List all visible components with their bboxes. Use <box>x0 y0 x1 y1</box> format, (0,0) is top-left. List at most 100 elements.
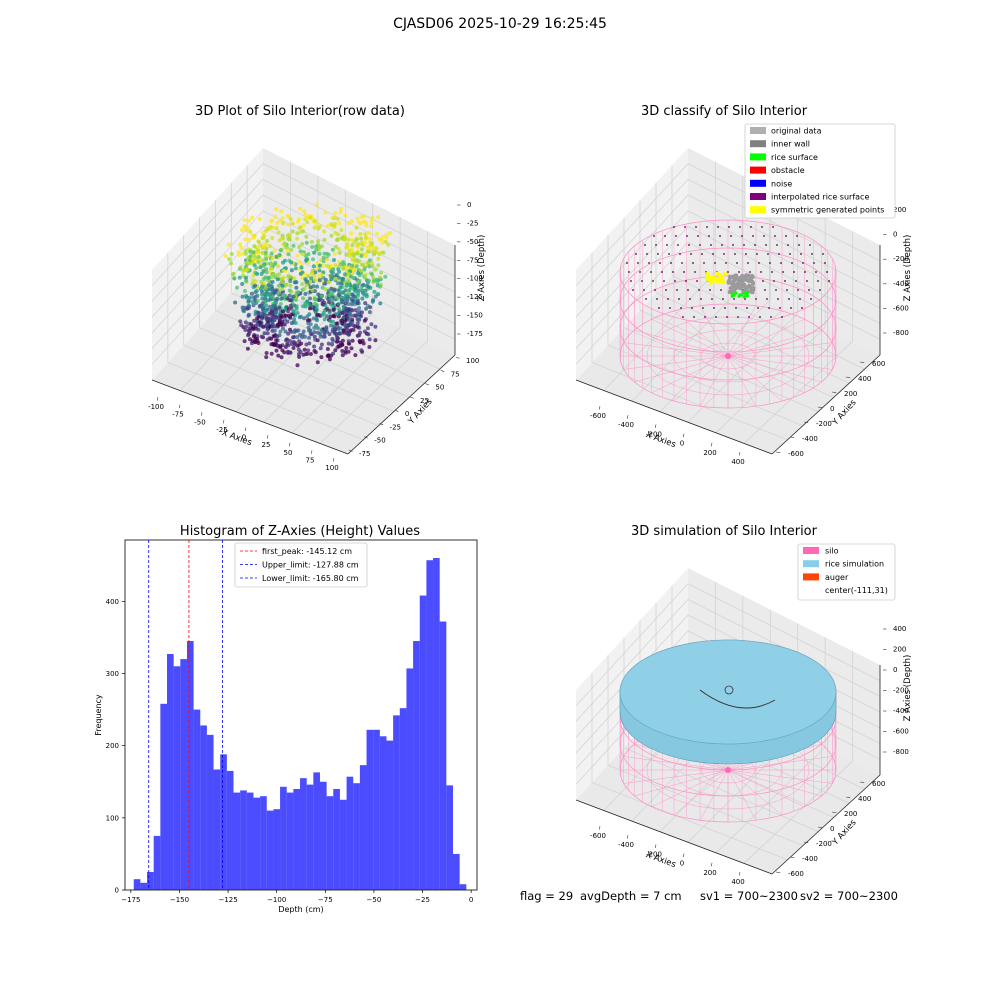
tr-legend-swatch <box>750 166 766 174</box>
tl-point <box>352 253 356 257</box>
tl-y-tick-label: 100 <box>466 357 479 365</box>
tr-interp-point <box>796 235 798 237</box>
tr-interp-point <box>639 271 641 273</box>
tr-inner-wall-point <box>750 273 754 278</box>
tr-x-tick-label: 0 <box>680 440 684 448</box>
tl-point <box>336 281 341 286</box>
tl-point <box>235 285 239 290</box>
tl-point <box>289 260 294 265</box>
tl-z-tick-label: -150 <box>467 312 483 320</box>
tl-point <box>339 300 344 305</box>
tl-floor-grid <box>207 285 319 402</box>
tl-point <box>264 257 269 261</box>
tr-interp-point <box>720 289 722 291</box>
tr-inner-wall-point <box>738 277 743 282</box>
tl-point <box>322 330 327 334</box>
tl-point <box>378 284 382 289</box>
tl-point <box>332 258 336 262</box>
tl-point <box>296 352 301 356</box>
tl-point <box>341 328 346 333</box>
tl-point <box>311 257 315 262</box>
tr-x-tick <box>739 451 741 456</box>
tr-interp-point <box>817 280 819 282</box>
tr-interp-point <box>761 226 763 228</box>
tl-point <box>300 275 305 280</box>
tl-point <box>363 232 368 237</box>
tl-point <box>246 299 251 304</box>
tl-point <box>321 256 326 260</box>
tl-point <box>333 211 338 215</box>
tl-y-tick <box>364 436 368 439</box>
tr-silo-floor-ring <box>700 342 756 370</box>
tr-y-tick-label: 600 <box>872 360 885 368</box>
tr-rice-point <box>740 293 744 297</box>
tl-point <box>354 237 359 242</box>
br-legend-frame <box>797 543 896 601</box>
tl-point <box>305 279 310 284</box>
tr-inner-wall-point <box>738 286 743 291</box>
tr-y-tick <box>831 391 837 393</box>
tr-rice-point <box>737 294 741 298</box>
tr-interp-point <box>658 307 660 309</box>
tl-point <box>257 304 262 309</box>
tr-interp-point <box>780 262 782 264</box>
tl-point <box>378 237 383 242</box>
tr-interp-point <box>819 289 821 291</box>
tl-point <box>328 273 333 278</box>
tl-point <box>341 266 346 271</box>
tr-legend-swatch <box>750 193 766 200</box>
tl-point <box>345 242 350 247</box>
tl-point <box>355 251 360 256</box>
tr-legend-swatch <box>750 140 766 148</box>
tr-interp-point <box>657 253 659 255</box>
tl-point <box>273 300 278 304</box>
tr-interp-point <box>655 244 657 246</box>
tl-point <box>314 316 319 321</box>
tl-point <box>275 220 280 225</box>
br-x-tick-label: 0 <box>680 860 684 868</box>
br-floor-grid <box>591 782 788 861</box>
tl-point <box>289 268 294 273</box>
tr-interp-point <box>811 253 813 255</box>
tl-point <box>351 275 356 280</box>
tl-point <box>367 230 372 235</box>
tl-point <box>279 297 283 301</box>
tr-interp-point <box>719 235 721 237</box>
tl-point <box>349 219 354 224</box>
tl-point <box>289 298 293 303</box>
hist-bar <box>253 797 261 890</box>
tl-point <box>355 317 360 322</box>
tl-point <box>308 352 313 356</box>
br-x-axis-line <box>575 799 773 875</box>
tl-point <box>292 317 297 322</box>
tl-point <box>357 220 362 225</box>
tr-interp-point <box>739 226 741 228</box>
tl-point <box>306 325 311 330</box>
tl-x-tick-label: 50 <box>284 449 293 457</box>
tl-point <box>343 237 348 242</box>
tl-point <box>317 263 322 268</box>
tl-point <box>277 272 282 277</box>
tl-point <box>319 342 324 347</box>
br-x-tick <box>711 862 713 867</box>
tl-point <box>312 334 317 339</box>
tl-point <box>364 306 369 311</box>
tl-point <box>330 342 335 347</box>
tl-point <box>289 342 294 346</box>
tl-point <box>311 316 316 321</box>
br-x-tick <box>655 844 657 848</box>
hist-bar <box>153 835 161 890</box>
tl-point <box>329 323 333 328</box>
tr-interp-point <box>665 289 667 291</box>
hist-legend-label: first_peak: -145.12 cm <box>262 547 352 556</box>
tl-point <box>250 215 255 220</box>
br-z-tick-label: 200 <box>893 646 906 654</box>
tl-point <box>326 280 331 285</box>
tl-point <box>274 338 279 343</box>
tl-point <box>340 321 345 326</box>
tl-point <box>293 266 298 271</box>
tr-interp-point <box>800 253 802 255</box>
tl-point <box>261 269 266 274</box>
tl-point <box>333 263 338 268</box>
tl-point <box>269 251 274 256</box>
